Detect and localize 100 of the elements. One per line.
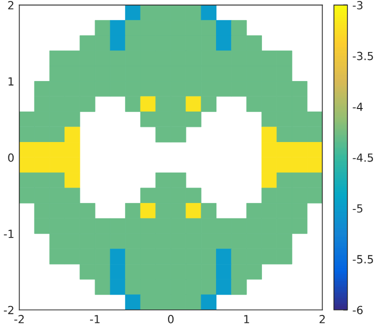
point xyxy=(64,112,80,128)
point xyxy=(125,81,141,97)
point xyxy=(200,35,216,51)
point xyxy=(276,81,292,97)
point xyxy=(125,294,141,310)
point xyxy=(276,66,292,82)
point xyxy=(292,157,308,173)
point xyxy=(246,218,262,234)
point xyxy=(276,112,292,128)
point xyxy=(262,50,278,66)
point xyxy=(80,50,96,66)
point xyxy=(64,188,80,204)
point xyxy=(216,20,232,36)
point xyxy=(34,188,50,204)
point xyxy=(49,188,65,204)
point xyxy=(140,112,156,128)
point xyxy=(170,218,186,234)
point xyxy=(276,126,292,142)
color-bar-label: -6 xyxy=(352,306,363,314)
point xyxy=(246,248,262,264)
point xyxy=(125,203,141,219)
point xyxy=(306,172,322,188)
point xyxy=(292,126,308,142)
point xyxy=(49,126,65,142)
point xyxy=(170,5,186,20)
point xyxy=(170,203,186,219)
point xyxy=(292,188,308,204)
point xyxy=(19,188,35,204)
y-tick-label: 2 xyxy=(8,1,14,10)
point xyxy=(200,203,216,219)
point xyxy=(110,248,126,264)
y-tick-label: -1 xyxy=(4,230,14,238)
point xyxy=(155,81,172,97)
point xyxy=(19,157,35,173)
point xyxy=(231,50,247,66)
point xyxy=(80,35,96,51)
point xyxy=(216,81,232,97)
point xyxy=(276,248,292,264)
point xyxy=(186,294,202,310)
point xyxy=(49,234,65,250)
point xyxy=(276,218,292,234)
point xyxy=(110,35,126,51)
point xyxy=(170,112,186,128)
point xyxy=(262,188,278,204)
point xyxy=(19,126,35,142)
point xyxy=(306,157,322,173)
point xyxy=(125,218,141,234)
point xyxy=(140,5,156,20)
point xyxy=(246,35,262,51)
point xyxy=(186,20,202,36)
y-tick-label: 0 xyxy=(8,153,14,162)
point xyxy=(125,50,141,66)
point xyxy=(216,50,232,66)
point xyxy=(49,157,65,173)
point xyxy=(94,264,110,280)
point xyxy=(246,203,262,219)
point xyxy=(186,279,202,295)
point xyxy=(155,294,172,310)
point xyxy=(155,188,172,204)
point xyxy=(262,157,278,173)
point xyxy=(34,203,50,219)
point xyxy=(155,126,172,142)
point xyxy=(19,142,35,158)
point xyxy=(64,142,80,158)
point xyxy=(155,203,172,219)
point xyxy=(200,234,216,250)
point xyxy=(246,264,262,280)
point xyxy=(64,50,80,66)
point xyxy=(200,5,216,20)
x-tick-label: 0 xyxy=(168,314,174,324)
point xyxy=(262,142,278,158)
point xyxy=(231,234,247,250)
point xyxy=(94,50,110,66)
point xyxy=(216,234,232,250)
point xyxy=(19,172,35,188)
point xyxy=(80,81,96,97)
point xyxy=(110,218,126,234)
point xyxy=(276,157,292,173)
point xyxy=(80,248,96,264)
point xyxy=(140,188,156,204)
point xyxy=(125,234,141,250)
color-bar-label: -5 xyxy=(352,204,362,213)
y-tick-label: 1 xyxy=(8,77,14,86)
point xyxy=(34,112,50,128)
point xyxy=(125,264,141,280)
point xyxy=(34,126,50,142)
point xyxy=(125,96,141,112)
point xyxy=(155,96,172,112)
point xyxy=(262,248,278,264)
color-bar-label: -5.5 xyxy=(352,255,373,264)
point xyxy=(34,96,50,112)
point xyxy=(110,20,126,36)
point xyxy=(64,203,80,219)
point xyxy=(246,81,262,97)
point xyxy=(246,50,262,66)
point xyxy=(276,50,292,66)
point xyxy=(125,20,141,36)
point xyxy=(216,279,232,295)
point xyxy=(49,172,65,188)
x-tick-label: -1 xyxy=(90,315,100,324)
